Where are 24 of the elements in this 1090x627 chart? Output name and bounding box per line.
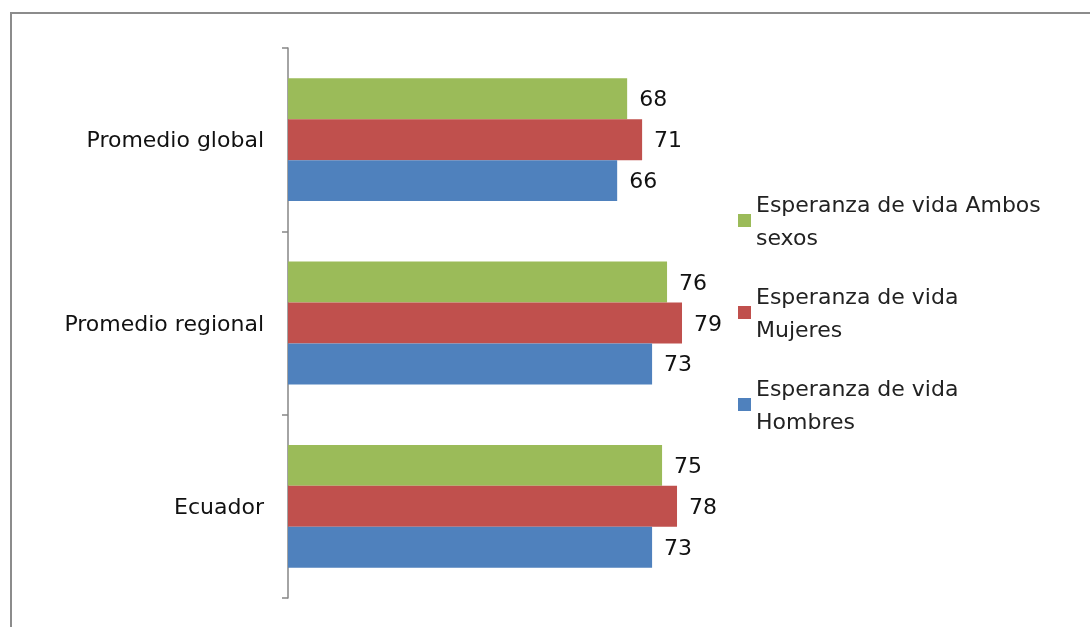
data-label: 71 (654, 127, 683, 153)
data-label: 66 (629, 168, 658, 194)
bar (288, 78, 628, 120)
data-label: 73 (664, 534, 693, 560)
y-tick-label: Promedio regional (64, 310, 264, 336)
data-label: 76 (679, 269, 708, 295)
legend-label: Esperanza de vida Ambos sexos (756, 191, 1041, 250)
data-label: 79 (694, 310, 723, 336)
bar (288, 302, 683, 344)
bar (288, 444, 663, 486)
legend-label: Esperanza de vida Mujeres (756, 283, 959, 342)
bar (288, 526, 653, 568)
bar (288, 160, 618, 202)
data-label: 78 (689, 493, 718, 519)
bar (288, 343, 653, 385)
data-label: 73 (664, 351, 693, 377)
data-label: 68 (639, 86, 668, 112)
y-tick-label: Promedio global (86, 127, 264, 153)
legend-label: Esperanza de vida Hombres (756, 375, 959, 434)
data-label: 75 (674, 452, 703, 478)
bar (288, 119, 643, 161)
bar (288, 485, 678, 527)
y-tick-label: Ecuador (174, 493, 265, 519)
bar (288, 261, 668, 303)
